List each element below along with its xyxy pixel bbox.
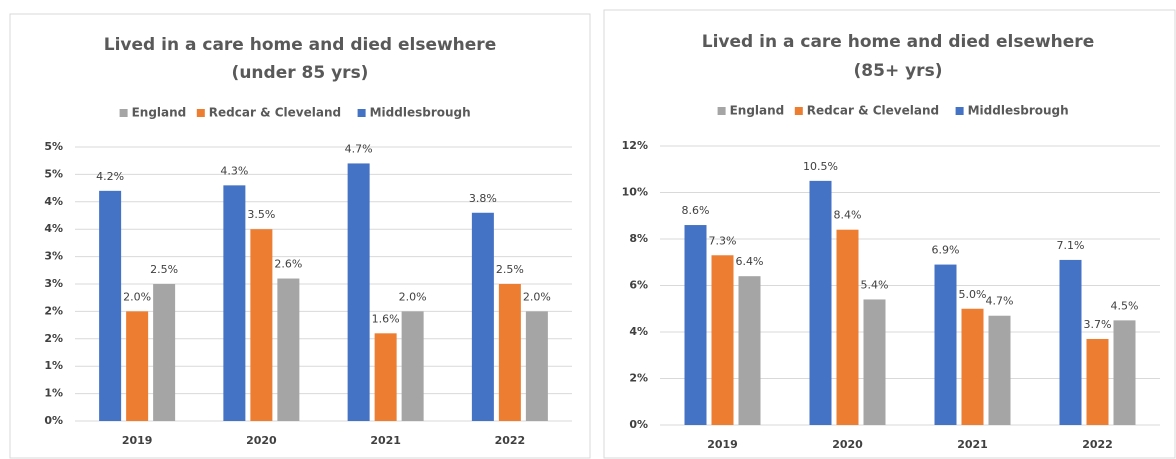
y-tick-label: 1%	[44, 387, 63, 400]
data-label: 7.1%	[1057, 239, 1085, 252]
y-tick-label: 10%	[622, 186, 648, 199]
bar	[153, 284, 176, 421]
legend-label: Redcar & Cleveland	[807, 104, 939, 118]
data-label: 2.5%	[150, 263, 178, 276]
legend-swatch	[119, 109, 128, 117]
bar	[1086, 338, 1109, 425]
bar	[961, 308, 984, 425]
data-label: 3.7%	[1084, 318, 1112, 331]
bar	[809, 180, 832, 425]
data-label: 3.5%	[247, 208, 275, 221]
x-tick-label: 2019	[122, 434, 153, 447]
data-label: 2.0%	[523, 290, 551, 303]
data-label: 7.3%	[709, 234, 737, 247]
y-tick-label: 12%	[622, 139, 648, 152]
y-tick-label: 4%	[629, 325, 648, 338]
y-tick-label: 8%	[629, 232, 648, 245]
data-label: 8.4%	[834, 209, 862, 222]
chart-title: Lived in a care home and died elsewhere	[702, 32, 1094, 52]
bar	[863, 299, 886, 425]
y-tick-label: 1%	[44, 359, 63, 372]
y-tick-label: 3%	[44, 277, 63, 290]
y-tick-label: 3%	[44, 250, 63, 263]
legend-swatch	[717, 107, 726, 115]
data-label: 10.5%	[803, 160, 838, 173]
data-label: 5.0%	[959, 288, 987, 301]
bar	[250, 229, 273, 421]
bar	[471, 212, 494, 421]
data-label: 2.5%	[496, 263, 524, 276]
y-tick-label: 2%	[44, 332, 63, 345]
bar	[934, 264, 957, 425]
y-tick-label: 4%	[44, 222, 63, 235]
data-label: 6.4%	[736, 255, 764, 268]
x-tick-label: 2019	[707, 438, 738, 451]
x-tick-label: 2021	[957, 438, 988, 451]
legend-label: England	[132, 106, 187, 120]
y-tick-label: 4%	[44, 195, 63, 208]
bar	[277, 278, 300, 421]
data-label: 3.8%	[469, 192, 497, 205]
bar	[711, 255, 734, 425]
legend-label: Redcar & Cleveland	[209, 106, 341, 120]
legend-swatch	[196, 109, 205, 117]
legend-swatch	[357, 109, 366, 117]
legend-label: Middlesbrough	[968, 104, 1069, 118]
y-tick-label: 2%	[44, 304, 63, 317]
y-tick-label: 5%	[44, 167, 63, 180]
data-label: 2.0%	[399, 290, 427, 303]
bar	[988, 315, 1011, 425]
legend-swatch	[794, 107, 803, 115]
bar	[738, 276, 761, 425]
x-tick-label: 2022	[495, 434, 526, 447]
x-tick-label: 2021	[370, 434, 401, 447]
legend-label: England	[730, 104, 785, 118]
x-tick-label: 2020	[246, 434, 277, 447]
legend-label: Middlesbrough	[370, 106, 471, 120]
bar	[836, 229, 859, 425]
data-label: 2.0%	[123, 290, 151, 303]
data-label: 5.4%	[861, 278, 889, 291]
y-tick-label: 0%	[44, 414, 63, 427]
x-tick-label: 2020	[832, 438, 863, 451]
bar	[1113, 320, 1136, 425]
chart-title: Lived in a care home and died elsewhere	[104, 35, 496, 55]
data-label: 2.6%	[274, 258, 302, 271]
data-label: 1.6%	[372, 312, 400, 325]
data-label: 4.7%	[986, 295, 1014, 308]
y-tick-label: 2%	[629, 372, 648, 385]
chart-subtitle: (under 85 yrs)	[232, 63, 369, 83]
y-tick-label: 6%	[629, 279, 648, 292]
y-tick-label: 0%	[629, 418, 648, 431]
y-tick-label: 5%	[44, 140, 63, 153]
legend-swatch	[955, 107, 964, 115]
data-label: 4.3%	[220, 164, 248, 177]
chart-subtitle: (85+ yrs)	[854, 61, 943, 81]
bar	[374, 333, 397, 421]
bar	[525, 311, 548, 421]
bar	[223, 185, 246, 421]
x-tick-label: 2022	[1082, 438, 1113, 451]
bar	[498, 284, 521, 421]
bar	[347, 163, 370, 421]
data-label: 4.7%	[345, 142, 373, 155]
data-label: 6.9%	[932, 244, 960, 257]
bar	[1059, 259, 1082, 425]
data-label: 4.2%	[96, 170, 124, 183]
bar	[401, 311, 424, 421]
data-label: 4.5%	[1111, 299, 1139, 312]
bar	[99, 190, 122, 421]
bar	[684, 225, 707, 425]
bar	[126, 311, 149, 421]
data-label: 8.6%	[682, 204, 710, 217]
